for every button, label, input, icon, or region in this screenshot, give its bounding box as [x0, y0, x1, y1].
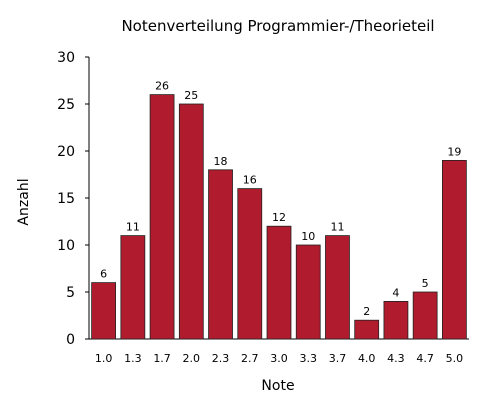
- x-tick-label: 3.0: [270, 352, 288, 365]
- bar-value-label: 19: [447, 145, 461, 158]
- x-tick-label: 1.3: [124, 352, 142, 365]
- bar: [354, 319, 380, 340]
- x-tick-label: 3.3: [299, 352, 317, 365]
- bar-value-label: 11: [330, 221, 344, 234]
- bar-value-label: 25: [184, 89, 198, 102]
- bar: [149, 94, 175, 340]
- bar: [325, 235, 350, 340]
- bar: [120, 235, 146, 340]
- bar: [295, 244, 321, 340]
- bar: [91, 282, 116, 340]
- x-tick-label: 4.7: [416, 352, 434, 365]
- y-axis-label: Anzahl: [16, 178, 32, 225]
- x-tick-label: 2.3: [212, 352, 230, 365]
- bar: [178, 103, 204, 340]
- x-axis-label: Note: [261, 378, 294, 394]
- bar-value-label: 11: [126, 221, 140, 234]
- y-tick-label: 20: [57, 144, 75, 160]
- bar: [412, 291, 438, 340]
- bar-value-label: 6: [100, 268, 107, 281]
- chart-title: Notenverteilung Programmier-/Theorieteil: [121, 17, 434, 35]
- x-tick-label: 1.0: [95, 352, 113, 365]
- bar-value-label: 16: [243, 174, 257, 187]
- bar: [208, 169, 233, 340]
- x-tick-label: 5.0: [446, 352, 464, 365]
- y-tick-label: 10: [57, 238, 75, 254]
- bar-value-label: 12: [272, 211, 286, 224]
- bar: [266, 225, 292, 340]
- bar-value-label: 5: [422, 277, 429, 290]
- x-tick-label: 2.7: [241, 352, 259, 365]
- bar: [383, 300, 409, 340]
- y-tick-label: 0: [66, 332, 75, 348]
- x-tick-label: 4.3: [387, 352, 405, 365]
- x-tick-label: 2.0: [183, 352, 201, 365]
- x-tick-label: 3.7: [329, 352, 347, 365]
- bar-value-label: 4: [392, 286, 399, 299]
- y-tick-label: 25: [57, 97, 75, 113]
- plot-area: 05101520253061.0111.3261.7252.0182.3162.…: [57, 50, 469, 365]
- bar-value-label: 26: [155, 80, 169, 93]
- bar: [237, 188, 263, 340]
- bar-value-label: 18: [214, 155, 228, 168]
- y-tick-label: 15: [57, 191, 75, 207]
- x-tick-label: 1.7: [153, 352, 171, 365]
- bar: [441, 159, 467, 340]
- x-tick-label: 4.0: [358, 352, 376, 365]
- y-tick-label: 5: [66, 285, 75, 301]
- bar-value-label: 2: [363, 305, 370, 318]
- bar-value-label: 10: [301, 230, 315, 243]
- y-tick-label: 30: [57, 50, 75, 66]
